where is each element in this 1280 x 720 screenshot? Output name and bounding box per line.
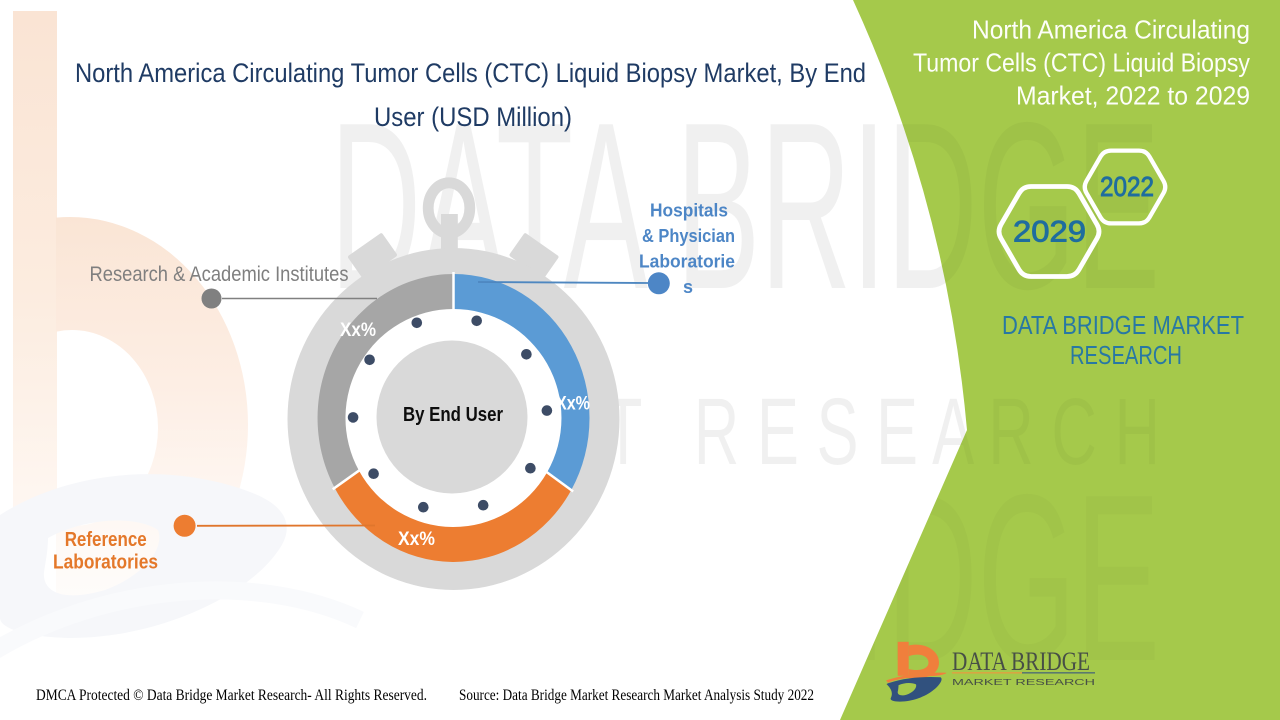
svg-text:North America Circulating: North America Circulating — [972, 15, 1250, 45]
svg-text:Tumor Cells (CTC) Liquid Biops: Tumor Cells (CTC) Liquid Biopsy — [913, 48, 1250, 78]
svg-text:DATA BRIDGE MARKET: DATA BRIDGE MARKET — [1002, 310, 1244, 340]
svg-text:Reference: Reference — [65, 529, 147, 551]
svg-text:RESEARCH: RESEARCH — [1070, 340, 1182, 370]
svg-text:2029: 2029 — [1013, 216, 1086, 249]
svg-text:Laboratorie: Laboratorie — [639, 252, 735, 272]
svg-text:MARKET RESEARCH: MARKET RESEARCH — [952, 678, 1095, 687]
svg-text:DMCA Protected © Data Bridge M: DMCA Protected © Data Bridge Market Rese… — [36, 687, 427, 704]
svg-text:& Physician: & Physician — [642, 226, 735, 246]
svg-text:Xx%: Xx% — [556, 394, 590, 415]
svg-text:Research & Academic Institutes: Research & Academic Institutes — [90, 263, 349, 286]
svg-text:s: s — [683, 277, 693, 297]
svg-text:Xx%: Xx% — [340, 320, 376, 341]
svg-text:Market, 2022 to 2029: Market, 2022 to 2029 — [1016, 81, 1250, 111]
svg-text:By End User: By End User — [403, 404, 503, 426]
svg-text:Laboratories: Laboratories — [53, 552, 158, 574]
svg-text:2022: 2022 — [1100, 171, 1154, 202]
svg-text:Hospitals: Hospitals — [650, 201, 728, 221]
svg-text:DATA BRIDGE: DATA BRIDGE — [952, 647, 1090, 676]
svg-text:Xx%: Xx% — [398, 529, 435, 550]
svg-text:North America Circulating Tumo: North America Circulating Tumor Cells (C… — [75, 58, 866, 88]
svg-text:Source: Data Bridge Market Res: Source: Data Bridge Market Research Mark… — [459, 687, 814, 704]
svg-text:User (USD Million): User (USD Million) — [374, 102, 572, 132]
